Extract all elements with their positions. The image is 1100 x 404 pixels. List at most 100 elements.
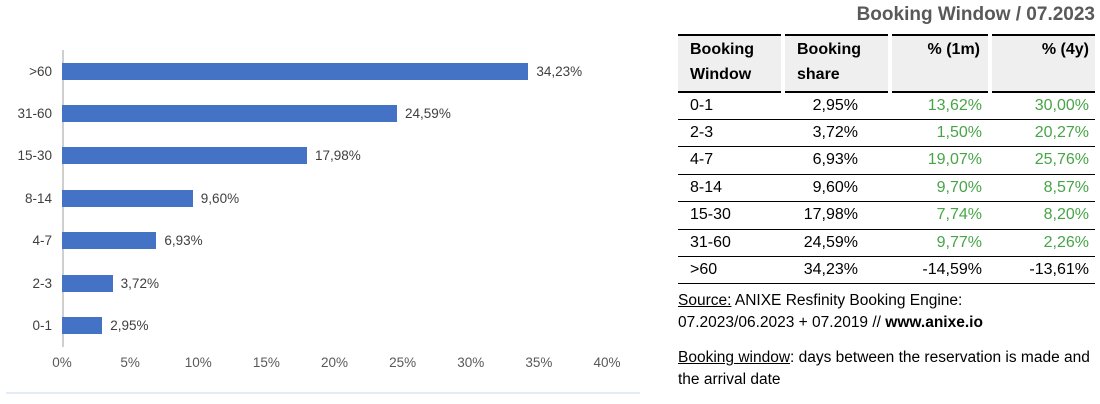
cell-booking-share: 2,95% (812, 96, 858, 114)
bar-row: 0-1 2,95% (0, 304, 650, 346)
x-axis-tick-label: 5% (120, 355, 140, 370)
cell-booking-share: 6,93% (812, 151, 858, 169)
bar-track: 3,72% (62, 274, 607, 292)
bar-value-label: 9,60% (200, 190, 240, 206)
category-label: 31-60 (17, 106, 52, 122)
bar (62, 189, 193, 207)
table-row: 31-60 24,59% 9,77% 2,26% (678, 229, 1095, 257)
cell-booking-window: 31-60 (690, 233, 731, 251)
column-header: % (1m) (888, 35, 990, 92)
definition-text: : days between the reservation is made a… (678, 349, 1090, 389)
table-header: Booking Window Booking share% (1m)% (4y) (678, 35, 1095, 92)
cell-booking-window: >60 (690, 260, 718, 278)
cell-change-1m: 13,62% (927, 96, 982, 114)
bar-row: 4-7 6,93% (0, 220, 650, 262)
cell-booking-window: 8-14 (690, 178, 723, 196)
cell-booking-share: 34,23% (803, 260, 858, 278)
summary-panel: Booking Window / 07.2023 Booking Window B… (678, 0, 1095, 404)
bar-row: 15-30 17,98% (0, 135, 650, 177)
table-row: 8-14 9,60% 9,70% 8,57% (678, 174, 1095, 202)
chart-bottom-edge (6, 392, 640, 394)
cell-change-4y: 2,26% (1043, 233, 1089, 251)
cell-booking-share: 9,60% (812, 178, 858, 196)
cell-change-1m: 7,74% (936, 206, 982, 224)
cell-change-4y: 25,76% (1034, 151, 1089, 169)
bar-row: 31-60 24,59% (0, 92, 650, 134)
category-label: 4-7 (32, 233, 52, 249)
x-axis: 0% 5% 10% 15% 20% 25% 30% 35% 40% (52, 355, 620, 375)
table-row: 0-1 2,95% 13,62% 30,00% (678, 92, 1095, 120)
table-row: 2-3 3,72% 1,50% 20,27% (678, 119, 1095, 147)
table-row: 4-7 6,93% 19,07% 25,76% (678, 147, 1095, 175)
bar (62, 274, 113, 292)
x-axis-tick-label: 15% (252, 355, 280, 370)
column-header: % (4y) (988, 35, 1095, 92)
source-text-line2: 07.2023/06.2023 + 07.2019 // (678, 314, 886, 332)
cell-booking-window: 0-1 (690, 96, 714, 114)
cell-booking-share: 3,72% (812, 123, 858, 141)
x-axis-tick-label: 35% (525, 355, 553, 370)
bar (62, 62, 529, 80)
definition-note: Booking window: days between the reserva… (678, 347, 1095, 391)
table-row: >60 34,23% -14,59% -13,61% (678, 256, 1095, 284)
cell-booking-window: 4-7 (690, 151, 714, 169)
bar (62, 232, 157, 250)
source-website: www.anixe.io (885, 314, 983, 332)
bar-value-label: 24,59% (405, 106, 451, 122)
cell-booking-share: 17,98% (803, 206, 858, 224)
bar-track: 24,59% (62, 105, 607, 123)
x-axis-tick-label: 30% (457, 355, 485, 370)
cell-change-4y: 8,57% (1043, 178, 1089, 196)
cell-change-4y: 8,20% (1043, 206, 1089, 224)
page-title: Booking Window / 07.2023 (856, 4, 1095, 25)
bar-row: >60 34,23% (0, 50, 650, 92)
category-label: 2-3 (32, 275, 52, 291)
bar-value-label: 17,98% (314, 148, 361, 164)
bar-value-label: 2,95% (110, 318, 149, 334)
bar-track: 6,93% (62, 232, 607, 250)
column-header: Booking Window (690, 41, 754, 83)
bar-value-label: 34,23% (536, 63, 583, 79)
booking-window-table: Booking Window Booking share% (1m)% (4y) … (678, 34, 1095, 284)
bar-track: 34,23% (62, 62, 607, 80)
bar (62, 317, 103, 335)
bar-track: 2,95% (62, 317, 607, 335)
bar-value-label: 3,72% (120, 275, 159, 291)
category-label: 0-1 (32, 318, 52, 334)
column-header: Booking share (781, 35, 890, 92)
table-row: 15-30 17,98% 7,74% 8,20% (678, 202, 1095, 230)
source-label: Source: (678, 292, 732, 310)
table-body: 0-1 2,95% 13,62% 30,00% 2-3 3,72% 1,50% 20,27% 4… (678, 92, 1095, 284)
cell-change-4y: 30,00% (1034, 96, 1089, 114)
x-axis-tick-label: 10% (184, 355, 212, 370)
x-axis-tick-label: 25% (389, 355, 417, 370)
category-label: 8-14 (24, 190, 52, 206)
bar-value-label: 6,93% (164, 233, 203, 249)
cell-change-1m: 19,07% (927, 151, 982, 169)
bar (62, 147, 307, 165)
bar-track: 9,60% (62, 189, 607, 207)
x-axis-tick-label: 0% (52, 355, 72, 370)
cell-booking-window: 2-3 (690, 123, 714, 141)
cell-change-1m: 1,50% (936, 123, 982, 141)
cell-change-4y: 20,27% (1034, 123, 1089, 141)
category-label: 15-30 (17, 148, 52, 164)
cell-change-1m: -14,59% (922, 260, 982, 278)
bar-row: 2-3 3,72% (0, 262, 650, 304)
cell-change-1m: 9,70% (936, 178, 982, 196)
source-note: Source: ANIXE Resfinity Booking Engine: 0… (678, 290, 1095, 334)
booking-window-bar-chart: >60 34,23% 31-60 24,59% 15-30 17,98% 8-14 9,60%… (0, 50, 650, 394)
cell-change-1m: 9,77% (936, 233, 982, 251)
cell-change-4y: -13,61% (1029, 260, 1089, 278)
definition-label: Booking window (678, 349, 791, 367)
cell-booking-window: 15-30 (690, 206, 731, 224)
bar-rows: >60 34,23% 31-60 24,59% 15-30 17,98% 8-14 9,60%… (0, 50, 650, 347)
category-label: >60 (29, 63, 52, 79)
source-text: ANIXE Resfinity Booking Engine: (731, 292, 963, 310)
x-axis-tick-label: 40% (593, 355, 621, 370)
cell-booking-share: 24,59% (803, 233, 858, 251)
footnotes: Source: ANIXE Resfinity Booking Engine: 0… (678, 290, 1095, 391)
bar-track: 17,98% (62, 147, 607, 165)
x-axis-tick-label: 20% (320, 355, 349, 370)
